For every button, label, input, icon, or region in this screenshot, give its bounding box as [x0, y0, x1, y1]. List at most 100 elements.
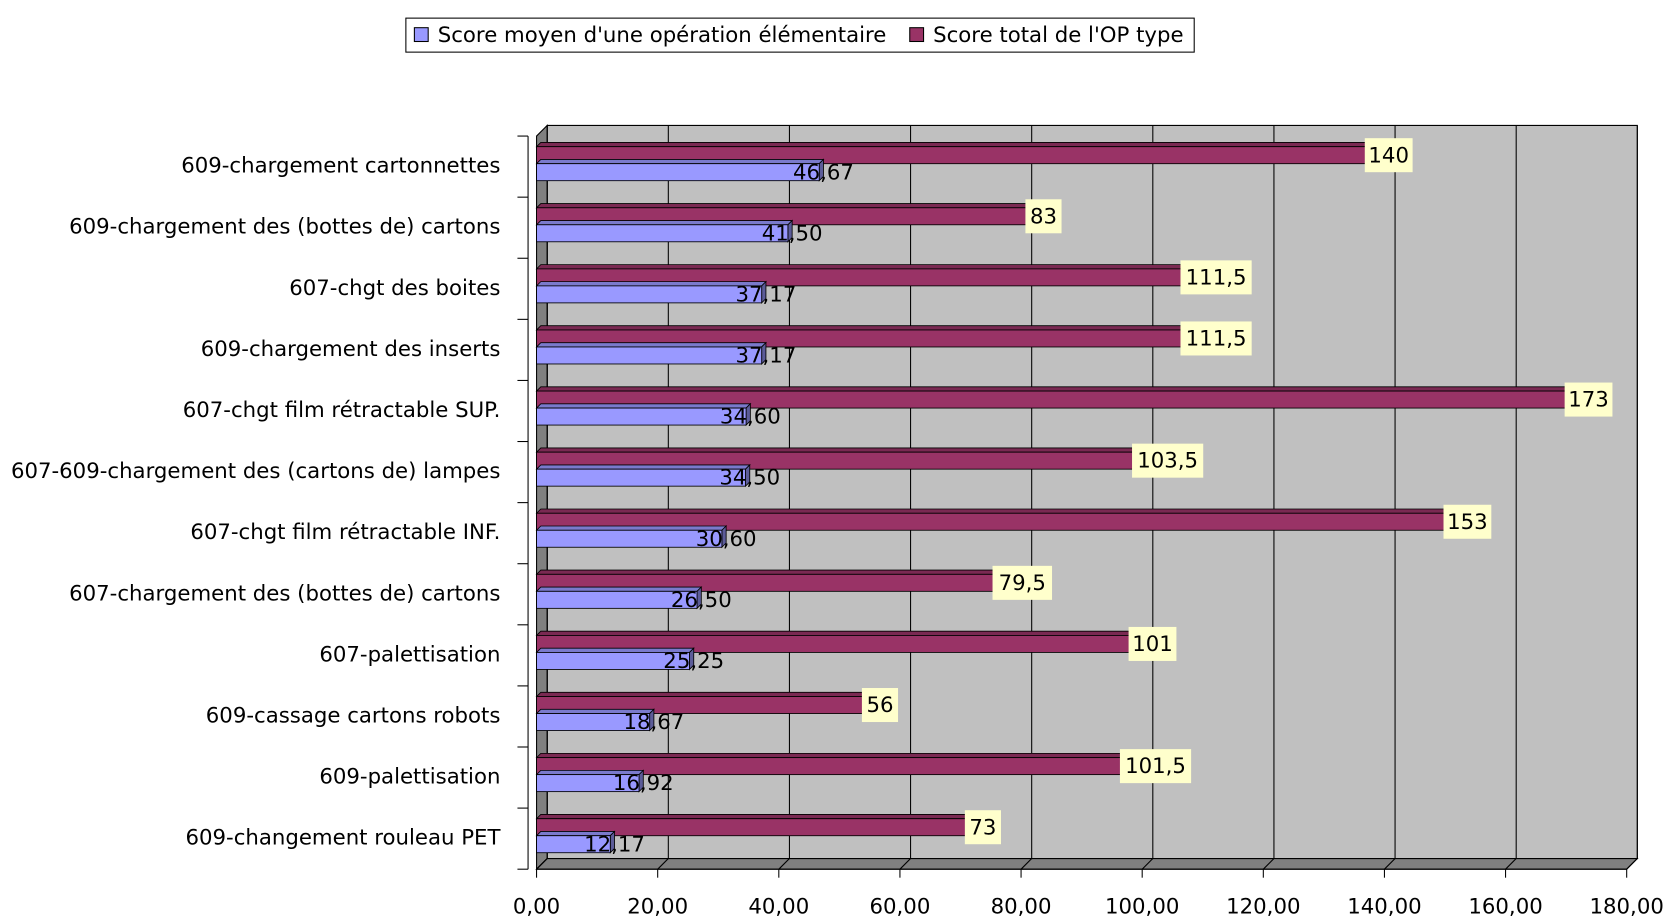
y-tick-label: 609-chargement des (bottes de) cartons [69, 215, 500, 240]
bar-top [535, 569, 1024, 575]
bar [535, 813, 984, 837]
x-tick-label: 60,00 [870, 894, 931, 916]
bar-top [535, 630, 1154, 636]
data-label: 41,50 [762, 221, 823, 246]
x-tick-label: 140,00 [1347, 894, 1421, 916]
x-tick-label: 160,00 [1468, 894, 1542, 916]
data-label-box [1025, 199, 1062, 234]
data-label-box [1119, 749, 1192, 784]
bar-top [535, 752, 1157, 759]
bar-front [536, 285, 763, 304]
floor [535, 858, 1639, 870]
grid-line [1505, 125, 1517, 870]
data-label-box [964, 810, 1001, 845]
data-label: 173 [1568, 388, 1609, 413]
legend-swatch [413, 27, 429, 43]
bar [535, 219, 794, 243]
bar-front [536, 468, 746, 487]
x-tick-label: 120,00 [1226, 894, 1300, 916]
grid-line [1384, 125, 1396, 870]
data-label-box [992, 565, 1053, 600]
data-label: 18,67 [623, 710, 684, 735]
data-label-box [1132, 443, 1204, 478]
bar-front [536, 652, 690, 670]
bar-top [535, 691, 881, 697]
legend-swatch [909, 27, 925, 43]
bar-top [535, 814, 984, 820]
bar [535, 341, 767, 365]
bar-top [535, 159, 825, 165]
bar-front [536, 346, 763, 365]
data-label: 34,50 [719, 466, 780, 491]
grid-line [1262, 125, 1275, 870]
bar-top [535, 464, 751, 470]
bar-top [535, 220, 794, 226]
data-label: 37,17 [736, 344, 797, 369]
data-label: 111,5 [1186, 327, 1247, 352]
grid-line [1141, 125, 1154, 870]
grid-line [899, 125, 912, 870]
data-label: 46,67 [793, 160, 854, 185]
bar [535, 280, 767, 304]
bar-top [535, 508, 1469, 514]
data-label-box [1443, 504, 1492, 539]
legend-label: Score total de l'OP type [933, 23, 1183, 48]
data-label: 153 [1447, 510, 1488, 535]
y-tick-label: 607-chgt des boites [289, 276, 500, 301]
bar-front [536, 529, 723, 548]
bar-top [535, 203, 1045, 209]
data-label-box [861, 688, 899, 723]
bar-top [535, 142, 1390, 148]
bar [535, 158, 825, 182]
data-label: 101,5 [1125, 754, 1186, 779]
data-label: 73 [969, 815, 996, 840]
bar-front [536, 774, 640, 793]
y-tick-label: 609-changement rouleau PET [185, 826, 501, 851]
data-label-box [1564, 382, 1613, 417]
data-label: 83 [1030, 204, 1057, 229]
data-label: 56 [866, 693, 893, 718]
data-label: 37,17 [736, 282, 797, 307]
x-tick-label: 100,00 [1105, 894, 1179, 916]
data-label: 101 [1132, 632, 1173, 657]
y-tick-label: 607-chgt film rétractable SUP. [183, 398, 501, 423]
bar [535, 524, 728, 549]
bar-front [536, 224, 789, 243]
bar-top [535, 403, 752, 409]
data-label: 103,5 [1137, 449, 1198, 474]
y-tick-label: 607-chargement des (bottes de) cartons [69, 581, 500, 606]
bar-front [536, 713, 651, 731]
bar-top [535, 447, 1169, 453]
data-label: 12,17 [584, 832, 645, 857]
grid-line [536, 125, 548, 870]
data-label: 26,50 [671, 588, 732, 613]
grid-line [1020, 125, 1033, 870]
data-label: 79,5 [999, 571, 1046, 596]
data-label-box [1180, 260, 1252, 295]
x-tick-label: 20,00 [627, 894, 688, 916]
y-tick-label: 609-chargement des inserts [201, 337, 501, 362]
data-label-box [1180, 321, 1252, 356]
bar [535, 463, 751, 488]
data-label: 30,60 [696, 527, 757, 552]
bar-front [536, 163, 820, 182]
bar-front [536, 407, 747, 426]
y-tick-label: 607-palettisation [319, 642, 500, 667]
data-label: 25,25 [663, 649, 724, 674]
bar-top [535, 386, 1590, 392]
data-label: 140 [1368, 143, 1409, 168]
y-tick-label: 609-palettisation [319, 765, 500, 790]
data-label-box [1364, 138, 1413, 173]
x-tick-label: 40,00 [748, 894, 809, 916]
bar-front [536, 590, 698, 609]
bar-front [536, 835, 611, 854]
x-tick-label: 80,00 [991, 894, 1052, 916]
x-tick-label: 180,00 [1590, 894, 1664, 916]
grid-line [778, 125, 790, 870]
grid-line [657, 125, 669, 870]
data-label-box [1128, 626, 1177, 661]
data-label: 16,92 [613, 771, 674, 796]
bar [535, 830, 616, 854]
